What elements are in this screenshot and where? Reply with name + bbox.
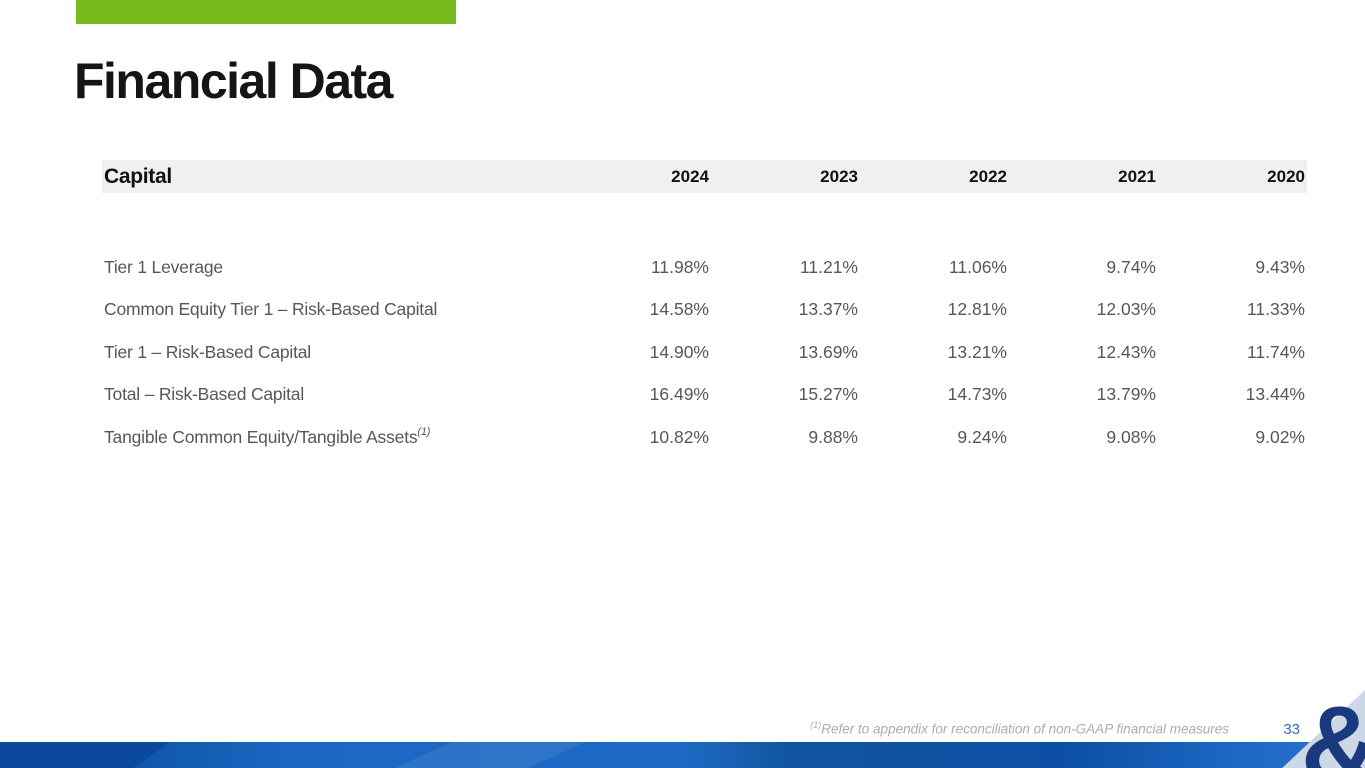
- row-label-text: Tier 1 – Risk-Based Capital: [104, 341, 311, 362]
- page-title: Financial Data: [74, 53, 394, 109]
- capital-table: Capital 2024 2023 2022 2021 2020 Tier 1 …: [102, 160, 1307, 459]
- cell-value: 13.44%: [1245, 384, 1305, 405]
- cell-value: 16.49%: [649, 384, 709, 405]
- page-number: 33: [1283, 721, 1300, 738]
- cell-value: 12.03%: [1096, 299, 1156, 320]
- cell-value: 11.33%: [1246, 299, 1305, 320]
- row-label: Tier 1 – Risk-Based Capital: [104, 342, 560, 363]
- cell-value: 9.88%: [808, 426, 858, 447]
- row-label: Tangible Common Equity/Tangible Assets(1…: [104, 425, 560, 448]
- table-row: Tier 1 – Risk-Based Capital 14.90% 13.69…: [102, 331, 1307, 374]
- cell-value: 12.81%: [947, 299, 1007, 320]
- footnote-sup: (1): [810, 720, 822, 730]
- table-row: Common Equity Tier 1 – Risk-Based Capita…: [102, 289, 1307, 332]
- table-row: Total – Risk-Based Capital 16.49% 15.27%…: [102, 374, 1307, 417]
- row-label-text: Common Equity Tier 1 – Risk-Based Capita…: [104, 299, 438, 320]
- footnote: (1)Refer to appendix for reconciliation …: [810, 720, 1229, 737]
- cell-value: 14.90%: [649, 341, 709, 362]
- cell-value: 11.06%: [948, 256, 1007, 277]
- row-label: Common Equity Tier 1 – Risk-Based Capita…: [104, 299, 560, 320]
- row-label-sup: (1): [417, 425, 431, 438]
- table-header-year-2023: 2023: [820, 166, 858, 186]
- cell-value: 11.98%: [650, 256, 709, 277]
- cell-value: 9.43%: [1255, 256, 1305, 277]
- cell-value: 9.02%: [1255, 426, 1305, 447]
- table-header-year-2024: 2024: [671, 166, 709, 186]
- cell-value: 15.27%: [798, 384, 858, 405]
- row-label-text: Tier 1 Leverage: [104, 256, 223, 277]
- footnote-text: Refer to appendix for reconciliation of …: [821, 721, 1229, 737]
- accent-green-bar: [76, 0, 456, 24]
- cell-value: 14.58%: [649, 299, 709, 320]
- cell-value: 13.79%: [1096, 384, 1156, 405]
- cell-value: 9.74%: [1106, 256, 1156, 277]
- ampersand-logo-icon: &: [1301, 690, 1365, 768]
- row-label: Total – Risk-Based Capital: [104, 384, 560, 405]
- cell-value: 11.21%: [799, 256, 858, 277]
- cell-value: 13.37%: [798, 299, 858, 320]
- bottom-wave-band: [0, 742, 1365, 768]
- table-row: Tangible Common Equity/Tangible Assets(1…: [102, 416, 1307, 459]
- row-label-text: Tangible Common Equity/Tangible Assets: [104, 426, 418, 447]
- table-header-year-2021: 2021: [1118, 166, 1156, 186]
- cell-value: 9.24%: [957, 426, 1007, 447]
- cell-value: 12.43%: [1096, 341, 1156, 362]
- row-label: Tier 1 Leverage: [104, 257, 560, 278]
- table-body: Tier 1 Leverage 11.98% 11.21% 11.06% 9.7…: [102, 246, 1307, 459]
- table-header-row: Capital 2024 2023 2022 2021 2020: [102, 160, 1307, 193]
- table-row: Tier 1 Leverage 11.98% 11.21% 11.06% 9.7…: [102, 246, 1307, 289]
- cell-value: 13.21%: [947, 341, 1007, 362]
- wave-sheen-segment: [395, 742, 585, 768]
- table-header-year-2022: 2022: [969, 166, 1007, 186]
- table-header-capital: Capital: [104, 164, 172, 188]
- cell-value: 9.08%: [1106, 426, 1156, 447]
- cell-value: 11.74%: [1246, 341, 1305, 362]
- table-header-year-2020: 2020: [1267, 166, 1305, 186]
- row-label-text: Total – Risk-Based Capital: [104, 384, 305, 405]
- cell-value: 13.69%: [798, 341, 858, 362]
- cell-value: 10.82%: [649, 426, 709, 447]
- cell-value: 14.73%: [947, 384, 1007, 405]
- wave-dark-segment: [0, 742, 171, 768]
